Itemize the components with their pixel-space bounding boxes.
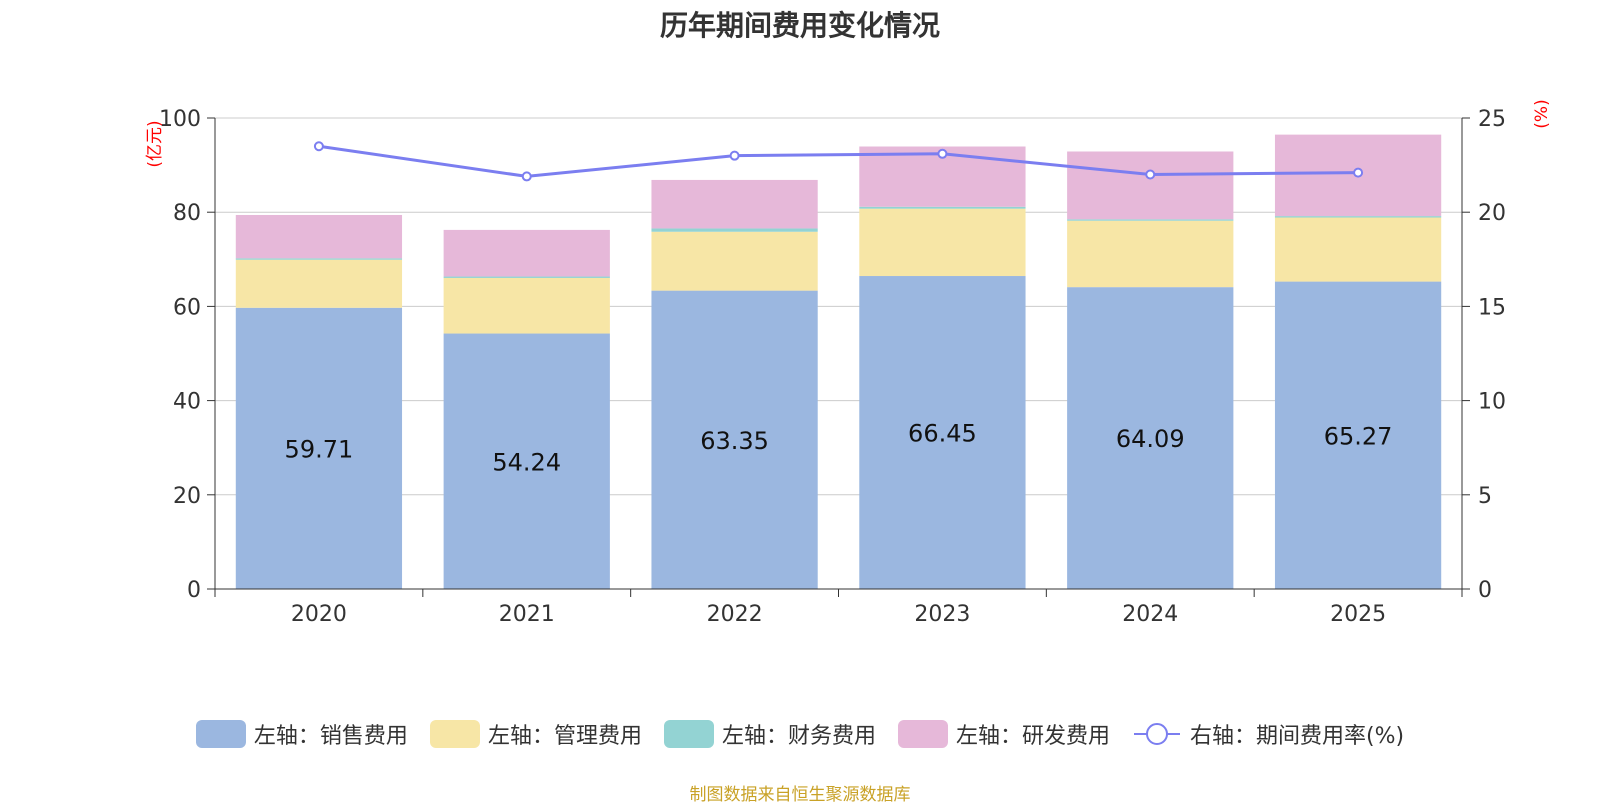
x-tick-label: 2024 (1122, 602, 1178, 627)
right-tick-label: 20 (1478, 201, 1506, 226)
bar-0-2020 (235, 307, 403, 589)
bar-2-2025 (1274, 216, 1442, 218)
rate-point (1145, 169, 1156, 180)
legend-label-rate: 右轴：期间费用率(%) (1189, 724, 1405, 749)
right-tick-label: 0 (1478, 578, 1492, 603)
legend-label-finance: 左轴：财务费用 (721, 724, 876, 749)
bar-1-2024 (1067, 220, 1234, 288)
bar-2-2020 (235, 258, 403, 260)
bar-1-2022 (651, 231, 818, 291)
bar-1-2025 (1274, 217, 1442, 282)
legend-item-rate[interactable]: 右轴：期间费用率(%) (1132, 718, 1404, 750)
left-tick-label: 60 (173, 295, 201, 320)
left-tick-label: 40 (173, 390, 201, 415)
left-tick-label: 20 (173, 484, 201, 509)
right-tick-label: 5 (1478, 484, 1492, 509)
bar-value-label: 65.27 (1324, 422, 1393, 450)
bar-3-2022 (651, 179, 818, 229)
right-tick-label: 10 (1478, 390, 1506, 415)
legend-label-admin: 左轴：管理费用 (487, 724, 642, 749)
legend-item-sales[interactable]: 左轴：销售费用 (195, 718, 408, 750)
rate-point (729, 150, 740, 161)
bar-layer (235, 134, 1442, 589)
bar-1-2021 (443, 277, 610, 334)
left-tick-label: 0 (187, 578, 201, 603)
rate-point (313, 141, 324, 152)
source-note: 制图数据来自恒生聚源数据库 (689, 785, 911, 805)
legend-swatch-finance (663, 720, 714, 748)
right-tick-label: 15 (1478, 295, 1506, 320)
legend-item-finance[interactable]: 左轴：财务费用 (663, 718, 876, 750)
bar-3-2020 (235, 214, 403, 259)
left-tick-label: 100 (159, 107, 201, 132)
legend-swatch-sales (195, 720, 246, 748)
bar-0-2021 (443, 333, 610, 589)
rate-line-layer (313, 141, 1364, 182)
bar-2-2024 (1067, 219, 1234, 221)
rate-point (1353, 167, 1364, 178)
right-axis-unit-label: (%) (1532, 99, 1552, 128)
legend-item-admin[interactable]: 左轴：管理费用 (429, 718, 642, 750)
bar-3-2024 (1067, 151, 1234, 220)
left-axis-unit-label: (亿元) (145, 120, 165, 167)
bar-0-2025 (1274, 281, 1442, 589)
bar-1-2023 (859, 208, 1026, 277)
x-tick-label: 2023 (914, 602, 970, 627)
bar-value-label: 54.24 (492, 448, 561, 476)
bar-1-2020 (235, 259, 403, 308)
x-tick-label: 2020 (291, 602, 347, 627)
legend-label-rd: 左轴：研发费用 (955, 724, 1110, 749)
bar-value-label: 63.35 (700, 427, 769, 455)
left-tick-label: 80 (173, 201, 201, 226)
bar-value-label: 66.45 (908, 420, 977, 448)
rate-point (937, 148, 948, 159)
legend-line-marker-icon (1133, 723, 1180, 745)
bar-2-2023 (859, 206, 1026, 209)
rate-point (521, 171, 532, 182)
bar-0-2023 (859, 276, 1026, 589)
bar-value-label: 59.71 (285, 435, 354, 463)
bar-value-label: 64.09 (1116, 425, 1185, 453)
x-tick-label: 2022 (707, 602, 763, 627)
x-tick-label: 2021 (499, 602, 555, 627)
bar-0-2024 (1067, 287, 1234, 589)
legend-swatch-admin (429, 720, 480, 748)
rate-line (318, 144, 1359, 178)
x-tick-label: 2025 (1330, 602, 1386, 627)
bar-0-2022 (651, 290, 818, 589)
legend-swatch-rd (897, 720, 948, 748)
chart-title: 历年期间费用变化情况 (659, 9, 940, 42)
legend: 左轴：销售费用 左轴：管理费用 左轴：财务费用 左轴：研发费用 右轴：期间费用率… (0, 718, 1600, 750)
bar-2-2021 (443, 276, 610, 278)
legend-item-rd[interactable]: 左轴：研发费用 (897, 718, 1110, 750)
data-labels: 59.71 54.24 63.35 66.45 64.09 65.27 (285, 420, 1393, 477)
right-tick-label: 25 (1478, 107, 1506, 132)
bar-3-2021 (443, 229, 610, 277)
legend-label-sales: 左轴：销售费用 (253, 724, 408, 749)
bar-2-2022 (651, 228, 818, 232)
